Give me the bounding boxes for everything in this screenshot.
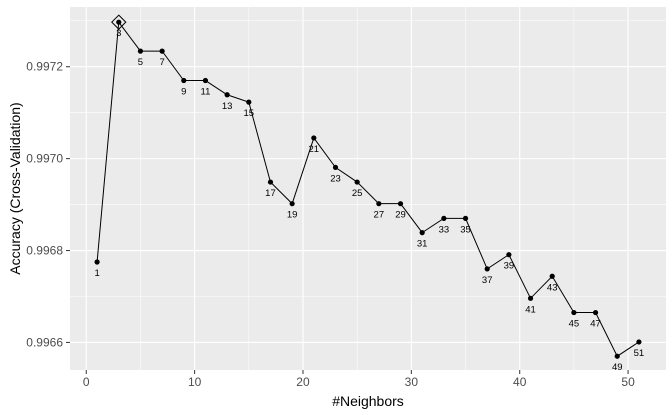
data-point-label: 31 bbox=[417, 239, 428, 250]
data-point-label: 35 bbox=[460, 224, 471, 235]
y-tick-label: 0.9966 bbox=[26, 335, 63, 349]
data-point-label: 17 bbox=[265, 188, 276, 199]
data-point-label: 13 bbox=[222, 101, 233, 112]
data-point bbox=[116, 19, 122, 25]
data-point-label: 21 bbox=[309, 144, 320, 155]
plot-panel bbox=[70, 7, 666, 370]
data-point-label: 33 bbox=[439, 224, 450, 235]
data-point-label: 51 bbox=[634, 348, 645, 359]
x-tick-label: 50 bbox=[621, 375, 635, 389]
data-point bbox=[484, 266, 490, 272]
data-point bbox=[94, 259, 100, 265]
data-point bbox=[614, 353, 620, 359]
x-axis-title: #Neighbors bbox=[332, 393, 404, 409]
data-point bbox=[246, 99, 252, 105]
data-point bbox=[506, 252, 512, 258]
data-point-label: 43 bbox=[547, 282, 558, 293]
y-tick-label: 0.9968 bbox=[26, 244, 63, 258]
data-point bbox=[159, 48, 165, 54]
data-point-label: 15 bbox=[244, 108, 255, 119]
data-point bbox=[376, 201, 382, 207]
y-axis-title: Accuracy (Cross-Validation) bbox=[7, 102, 23, 274]
major-gridlines bbox=[70, 7, 666, 370]
data-point-label: 1 bbox=[94, 268, 99, 279]
data-point bbox=[441, 215, 447, 221]
data-point bbox=[397, 201, 404, 207]
data-point bbox=[137, 48, 144, 54]
data-point bbox=[224, 92, 230, 98]
data-point-label: 45 bbox=[569, 319, 580, 330]
minor-gridlines bbox=[70, 7, 666, 370]
data-point bbox=[202, 77, 209, 84]
series-line bbox=[96, 20, 640, 357]
data-point bbox=[267, 179, 274, 185]
data-point-label: 9 bbox=[181, 87, 186, 98]
data-point-label: 11 bbox=[201, 87, 211, 98]
data-point bbox=[289, 201, 295, 207]
x-tick-label: 0 bbox=[83, 375, 90, 389]
data-point-label: 3 bbox=[116, 28, 121, 39]
data-point-label: 25 bbox=[352, 188, 363, 199]
data-point-label: 5 bbox=[138, 57, 143, 68]
data-point bbox=[527, 295, 534, 301]
y-tick-label: 0.9970 bbox=[26, 152, 63, 166]
data-point-label: 27 bbox=[374, 210, 385, 221]
x-tick-label: 10 bbox=[188, 375, 202, 389]
x-tick-label: 20 bbox=[296, 375, 310, 389]
best-k-diamond-marker bbox=[111, 14, 127, 30]
data-point bbox=[181, 77, 187, 84]
data-point-label: 29 bbox=[395, 210, 406, 221]
data-point-label: 19 bbox=[287, 210, 298, 221]
data-point-label: 23 bbox=[330, 173, 341, 184]
data-point-label: 49 bbox=[612, 362, 623, 373]
data-point-label: 39 bbox=[504, 261, 515, 272]
data-point bbox=[419, 230, 425, 236]
x-tick-label: 40 bbox=[513, 375, 527, 389]
data-point bbox=[636, 339, 642, 345]
data-point-label: 47 bbox=[590, 319, 601, 330]
data-point bbox=[332, 164, 339, 170]
data-point-label: 7 bbox=[159, 57, 164, 68]
data-point-label: 41 bbox=[525, 304, 536, 315]
x-tick-label: 30 bbox=[405, 375, 419, 389]
y-tick-label: 0.9972 bbox=[26, 60, 63, 74]
data-point bbox=[571, 309, 577, 316]
data-point bbox=[592, 309, 599, 316]
data-point bbox=[462, 215, 469, 221]
data-point bbox=[354, 179, 360, 185]
axis-ticks: 0 10 20 30 40 50 0.9966 0.9968 0.9970 0.9972 bbox=[26, 60, 635, 389]
data-point bbox=[311, 135, 317, 141]
data-point bbox=[549, 273, 555, 279]
data-point-label: 37 bbox=[482, 275, 493, 286]
